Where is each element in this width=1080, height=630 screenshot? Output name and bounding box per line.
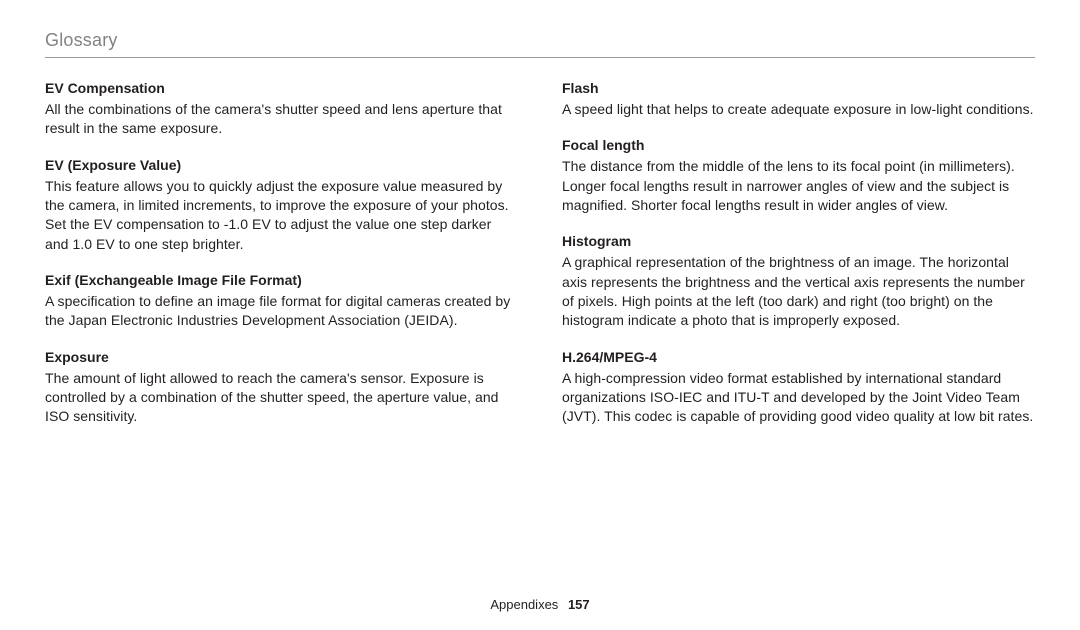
glossary-def: A speed light that helps to create adequ… — [562, 100, 1035, 119]
section-title: Glossary — [45, 30, 1035, 51]
page-footer: Appendixes 157 — [0, 597, 1080, 612]
glossary-def: A high-compression video format establis… — [562, 369, 1035, 427]
glossary-term: EV Compensation — [45, 80, 518, 96]
glossary-term: Exposure — [45, 349, 518, 365]
page-number: 157 — [568, 597, 590, 612]
glossary-term: Focal length — [562, 137, 1035, 153]
column-left: EV Compensation All the combinations of … — [45, 80, 518, 426]
glossary-def: The amount of light allowed to reach the… — [45, 369, 518, 427]
glossary-term: EV (Exposure Value) — [45, 157, 518, 173]
columns: EV Compensation All the combinations of … — [45, 80, 1035, 426]
glossary-term: H.264/MPEG-4 — [562, 349, 1035, 365]
page: Glossary EV Compensation All the combina… — [0, 0, 1080, 630]
glossary-def: All the combinations of the camera's shu… — [45, 100, 518, 139]
footer-label: Appendixes — [490, 597, 558, 612]
glossary-term: Histogram — [562, 233, 1035, 249]
glossary-term: Flash — [562, 80, 1035, 96]
glossary-def: A specification to define an image file … — [45, 292, 518, 331]
glossary-def: This feature allows you to quickly adjus… — [45, 177, 518, 254]
column-right: Flash A speed light that helps to create… — [562, 80, 1035, 426]
glossary-def: A graphical representation of the bright… — [562, 253, 1035, 330]
section-rule — [45, 57, 1035, 58]
glossary-term: Exif (Exchangeable Image File Format) — [45, 272, 518, 288]
glossary-def: The distance from the middle of the lens… — [562, 157, 1035, 215]
